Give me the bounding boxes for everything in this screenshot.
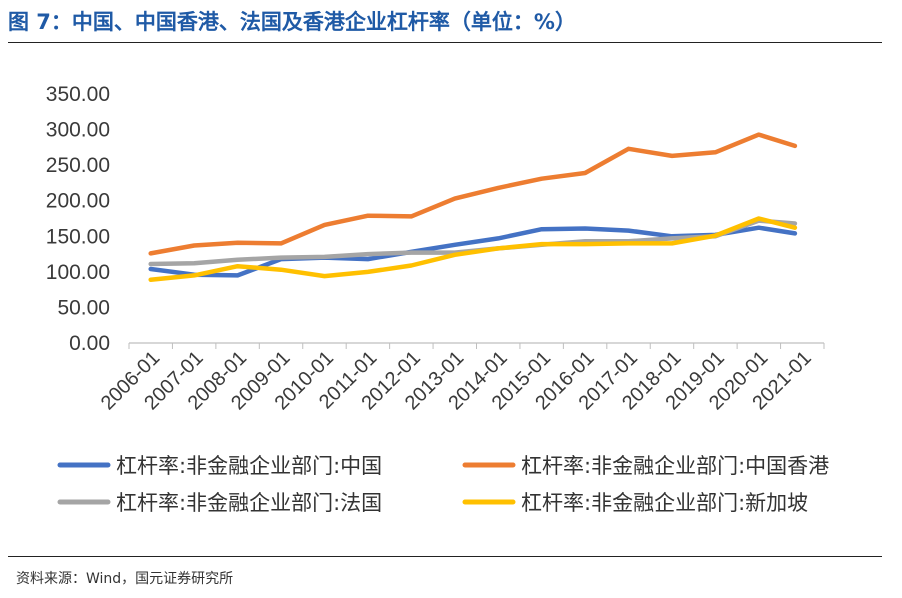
x-axis-ticks: 2006-012007-012008-012009-012010-012011-… — [97, 347, 816, 414]
y-tick-label: 50.00 — [57, 296, 110, 319]
series-lines — [148, 132, 798, 282]
y-tick-label: 200.00 — [46, 190, 110, 213]
series-line-1 — [148, 132, 798, 256]
y-tick-label: 250.00 — [46, 154, 110, 177]
legend: 杠杆率:非金融企业部门:中国 杠杆率:非金融企业部门:中国香港杠杆率:非金融企业部… — [57, 454, 829, 515]
series-line-3 — [148, 216, 798, 282]
legend-label: 杠杆率:非金融企业部门:中国香港 — [521, 454, 829, 478]
title-divider — [8, 42, 882, 43]
y-tick-label: 150.00 — [46, 225, 110, 248]
source-note: 资料来源：Wind，国元证券研究所 — [16, 571, 234, 587]
y-tick-label: 100.00 — [46, 261, 110, 284]
legend-label: 杠杆率:非金融企业部门:法国 — [116, 491, 382, 515]
x-axis — [128, 342, 825, 349]
y-axis-ticks: 0.00 50.00 100.00 150.00 200.00 250.00 300.00 3… — [46, 83, 110, 355]
line-chart: 0.00 50.00 100.00 150.00 200.00 250.00 300.00 3… — [46, 83, 829, 515]
y-tick-label: 0.00 — [69, 332, 110, 355]
y-tick-label: 300.00 — [46, 119, 110, 142]
y-tick-label: 350.00 — [46, 83, 110, 106]
footer-divider — [8, 556, 882, 557]
legend-label: 杠杆率:非金融企业部门:中国 — [116, 454, 382, 478]
figure-title: 图 7：中国、中国香港、法国及香港企业杠杆率（单位：%） — [8, 10, 576, 34]
legend-label: 杠杆率:非金融企业部门:新加坡 — [521, 491, 808, 515]
